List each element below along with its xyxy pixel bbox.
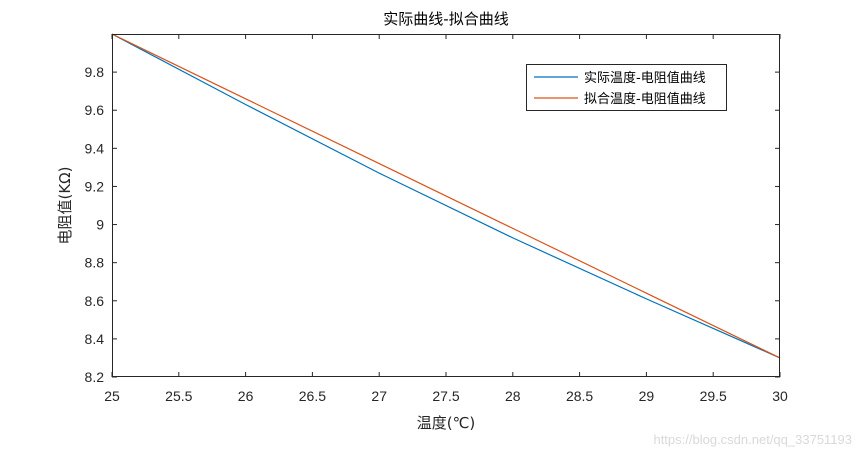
x-tick-label: 28 [505, 388, 521, 404]
legend-box [526, 64, 727, 111]
y-tick-label: 8.4 [85, 331, 105, 347]
y-tick-label: 8.8 [85, 255, 105, 271]
x-tick-label: 29 [639, 388, 655, 404]
x-tick-label: 26.5 [299, 388, 326, 404]
ticks-layer [111, 34, 781, 378]
x-tick-label: 27.5 [432, 388, 459, 404]
y-tick-label: 8.6 [85, 293, 105, 309]
y-tick-label: 9.6 [85, 102, 105, 118]
x-tick-label: 28.5 [566, 388, 593, 404]
legend: 实际温度-电阻值曲线 拟合温度-电阻值曲线 [526, 64, 727, 111]
y-tick-label: 9.8 [85, 64, 105, 80]
watermark: https://blog.csdn.net/qq_33751193 [653, 432, 852, 447]
x-tick-label: 25.5 [165, 388, 192, 404]
x-tick-label: 27 [371, 388, 387, 404]
x-tick-label: 25 [104, 388, 120, 404]
x-tick-label: 30 [772, 388, 788, 404]
tick-labels-layer: 25 25.5 26 26.5 27 27.5 28 28.5 29 29.5 30 8.2 8.4 8.… [85, 64, 788, 404]
chart-title: 实际曲线-拟合曲线 [383, 10, 508, 28]
legend-label-fitted: 拟合温度-电阻值曲线 [584, 91, 706, 107]
series-line-1 [111, 33, 781, 359]
x-tick-label: 26 [238, 388, 254, 404]
legend-label-actual: 实际温度-电阻值曲线 [584, 70, 706, 86]
series-layer [111, 33, 781, 359]
y-tick-label: 9.2 [85, 178, 105, 194]
x-axis-title: 温度(℃) [417, 414, 476, 432]
y-tick-label: 9 [96, 217, 104, 233]
y-axis-title: 电阻值(KΩ) [56, 166, 74, 244]
series-line-0 [111, 33, 781, 359]
y-tick-label: 9.4 [85, 140, 105, 156]
y-tick-label: 8.2 [85, 369, 105, 385]
x-tick-label: 29.5 [700, 388, 727, 404]
